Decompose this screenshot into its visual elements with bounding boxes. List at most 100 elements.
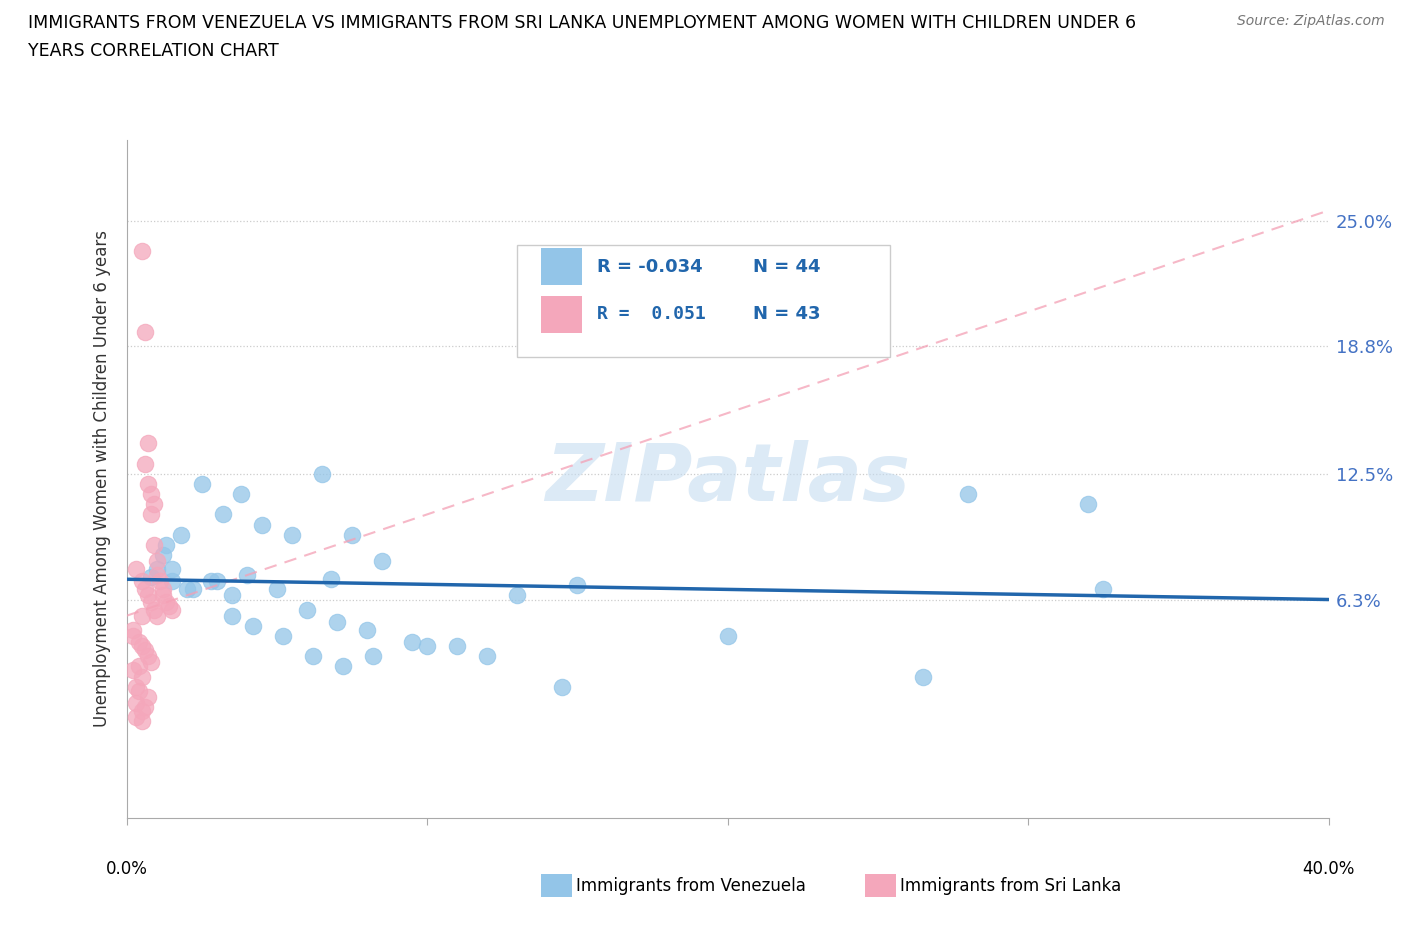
Point [139,570,162,585]
Point [332,659,354,674]
Point [340,527,363,542]
Point [311,467,333,482]
Text: R = -0.034: R = -0.034 [596,258,702,276]
Point [155,538,177,552]
Point [326,615,349,630]
Point [136,436,159,451]
Point [134,643,156,658]
Point [155,594,177,609]
Point [157,598,180,613]
Point [128,659,150,674]
Point [446,639,468,654]
Point [160,574,183,589]
Point [361,649,384,664]
Text: Immigrants from Venezuela: Immigrants from Venezuela [576,877,806,896]
Text: YEARS CORRELATION CHART: YEARS CORRELATION CHART [28,42,278,60]
Point [149,574,172,589]
Point [139,655,162,670]
Point [131,713,153,728]
Text: N = 44: N = 44 [752,258,820,276]
Point [134,582,156,597]
Point [134,457,156,472]
Point [956,486,979,501]
Point [567,578,589,592]
Point [716,629,740,644]
Point [160,562,183,577]
Point [134,325,156,339]
Point [371,553,394,568]
Point [136,588,159,603]
Point [152,588,174,603]
Y-axis label: Unemployment Among Women with Children Under 6 years: Unemployment Among Women with Children U… [93,231,111,727]
Point [131,574,153,589]
Point [139,594,162,609]
Point [302,649,325,664]
FancyBboxPatch shape [517,245,890,357]
Text: 0.0%: 0.0% [105,860,148,878]
Point [124,710,146,724]
Point [271,629,294,644]
Point [242,618,264,633]
Point [319,572,342,587]
Point [124,562,146,577]
Text: IMMIGRANTS FROM VENEZUELA VS IMMIGRANTS FROM SRI LANKA UNEMPLOYMENT AMONG WOMEN : IMMIGRANTS FROM VENEZUELA VS IMMIGRANTS … [28,14,1136,32]
Point [200,574,222,589]
Point [136,476,159,491]
Point [142,497,165,512]
Point [911,669,934,684]
Point [128,684,150,698]
Point [124,679,146,694]
Text: Immigrants from Sri Lanka: Immigrants from Sri Lanka [900,877,1121,896]
Point [131,608,153,623]
Point [142,538,165,552]
Point [250,517,273,532]
Point [416,639,439,654]
Point [152,548,174,563]
Point [134,699,156,714]
Point [121,663,143,678]
Point [145,553,167,568]
Point [131,704,153,719]
Point [266,582,288,597]
Point [295,603,318,618]
Point [181,582,204,597]
Point [136,649,159,664]
Point [131,639,153,654]
Point [169,527,191,542]
Point [401,634,423,649]
Point [221,588,243,603]
Bar [541,296,582,333]
Text: N = 43: N = 43 [752,305,820,324]
Text: Source: ZipAtlas.com: Source: ZipAtlas.com [1237,14,1385,28]
Point [1092,582,1115,597]
Point [506,588,529,603]
Point [121,629,143,644]
Point [131,669,153,684]
Point [551,679,574,694]
Point [356,622,378,637]
Point [281,527,304,542]
Point [221,608,243,623]
Point [152,582,174,597]
Point [131,244,153,259]
Point [139,486,162,501]
Point [205,574,228,589]
Point [235,568,259,583]
Point [229,486,252,501]
Point [145,608,167,623]
Point [145,562,167,577]
Point [190,476,212,491]
Bar [541,248,582,286]
Point [176,582,198,597]
Text: 40.0%: 40.0% [1302,860,1355,878]
Point [139,507,162,522]
Point [121,622,143,637]
Text: ZIPatlas: ZIPatlas [546,440,910,518]
Point [211,507,233,522]
Point [145,568,167,583]
Point [142,603,165,618]
Point [124,696,146,711]
Text: R =  0.051: R = 0.051 [596,305,706,324]
Point [475,649,498,664]
Point [160,603,183,618]
